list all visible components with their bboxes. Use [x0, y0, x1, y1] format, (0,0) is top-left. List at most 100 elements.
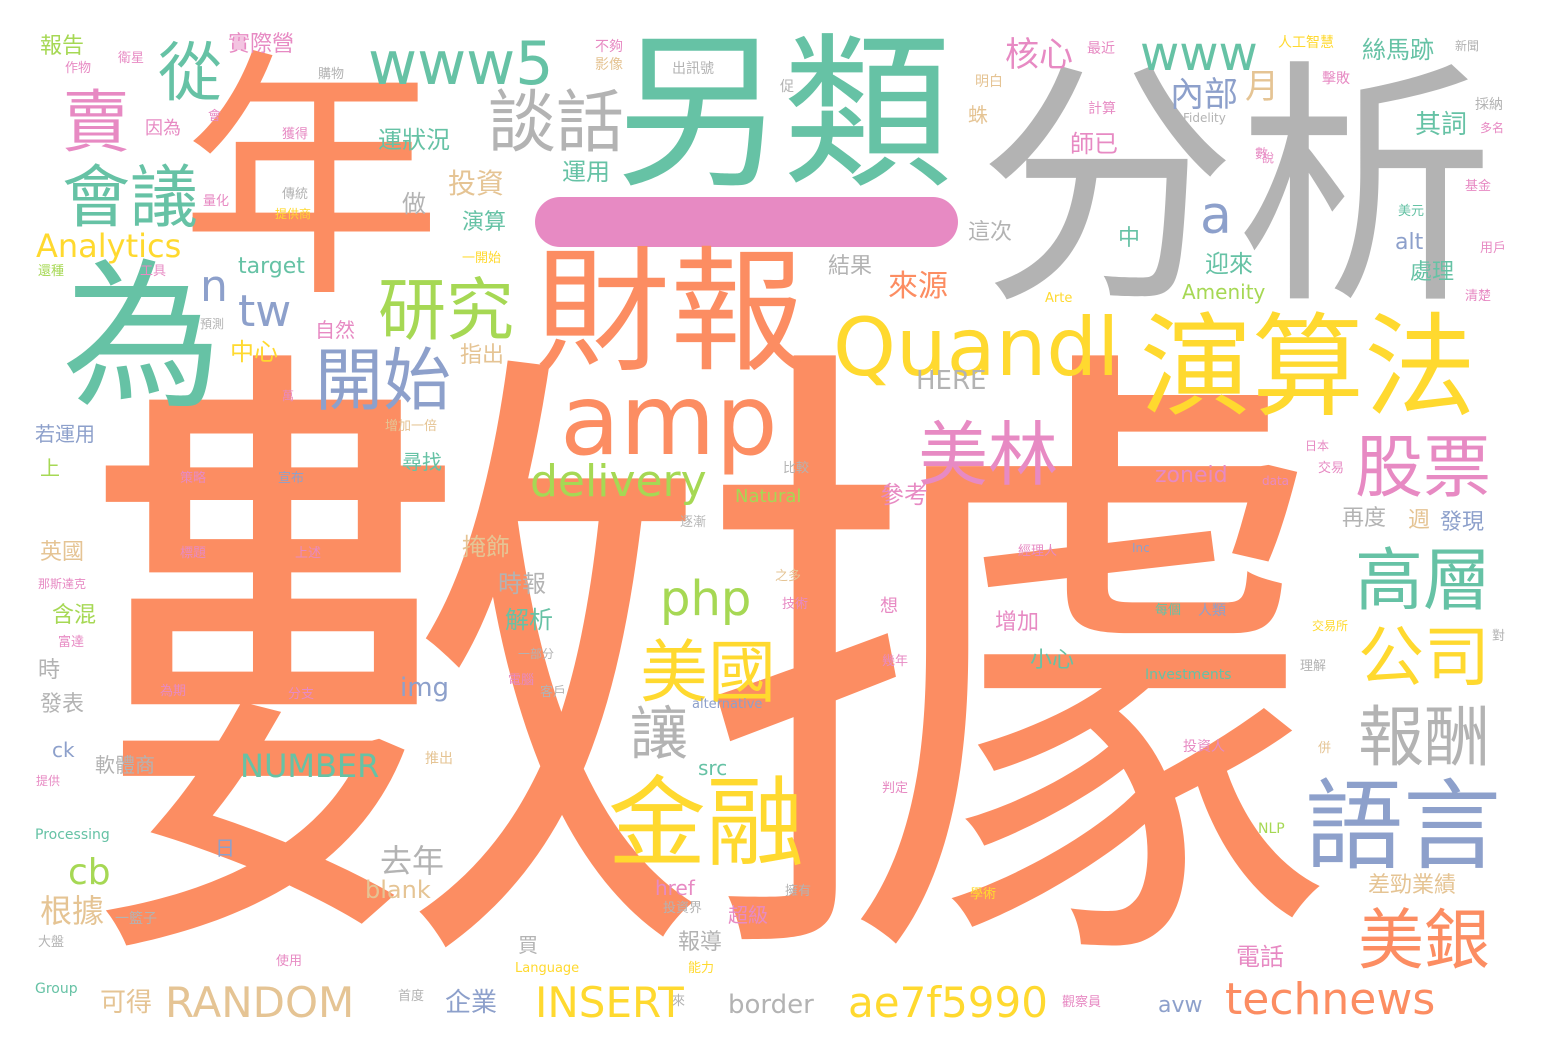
word: 一籃子	[115, 911, 157, 927]
word: 影像	[595, 57, 623, 73]
word: 策略	[180, 471, 207, 486]
word: alternative	[692, 697, 763, 712]
word: 客戶	[540, 685, 567, 700]
word: 推出	[425, 751, 453, 767]
word: 從	[158, 37, 222, 111]
word: 想	[880, 596, 898, 617]
word: 擁有	[785, 884, 812, 899]
word: 去年	[380, 842, 445, 880]
word: 美國	[640, 634, 777, 713]
word: img	[400, 673, 450, 703]
word: 投資	[448, 167, 505, 200]
word: 為期	[160, 684, 187, 699]
word: Investments	[1145, 667, 1232, 683]
word: 做	[402, 190, 426, 218]
word: 首度	[398, 989, 425, 1004]
word: 為	[62, 244, 223, 431]
word: 使用	[276, 954, 303, 969]
word: 讓	[630, 700, 689, 768]
word: 結果	[828, 254, 873, 279]
word: Arte	[1045, 291, 1073, 306]
word: 理解	[1300, 659, 1327, 674]
word: ae7f5990	[848, 978, 1048, 1027]
word: src	[698, 756, 728, 780]
word: Quandl	[833, 301, 1120, 394]
word: 中	[1118, 226, 1141, 251]
word: 之多	[775, 569, 802, 584]
word: 美銀	[1358, 902, 1490, 979]
word: 這次	[968, 220, 1013, 245]
word: 擊敗	[1322, 71, 1350, 87]
word: 清楚	[1465, 289, 1492, 304]
word: Fidelity	[1183, 111, 1226, 125]
word: 掩飾	[462, 533, 510, 561]
word: 那斯達克	[38, 577, 87, 591]
word: 比較	[783, 461, 810, 476]
word: 交易	[1318, 461, 1345, 476]
word: 含混	[52, 603, 97, 628]
word: 美林	[918, 414, 1058, 496]
word: 絲馬跡	[1362, 36, 1434, 64]
word: 若運用	[35, 422, 95, 446]
word: blank	[365, 876, 431, 904]
word: 提供商	[275, 207, 312, 221]
word: 核心	[1005, 35, 1073, 75]
word: 差勁業績	[1368, 873, 1457, 898]
word: 日	[215, 836, 235, 860]
word: 電腦	[508, 673, 535, 688]
word: 多名	[1480, 121, 1505, 135]
word: 指出	[460, 343, 505, 368]
word: 投資人	[1183, 739, 1225, 755]
word: 量化	[203, 194, 230, 209]
word: 企業	[445, 988, 498, 1018]
word: 運用	[562, 158, 610, 186]
word: 不夠	[595, 39, 623, 55]
word: a	[1200, 186, 1232, 246]
word: data	[1262, 474, 1290, 488]
word: 最近	[1087, 41, 1115, 57]
word: n	[200, 261, 228, 312]
word: 來	[672, 994, 686, 1009]
word: 尋找	[402, 450, 442, 474]
word: 新聞	[1455, 39, 1480, 53]
word: 說	[1262, 151, 1275, 165]
word: ck	[52, 738, 75, 762]
word: 來源	[888, 269, 948, 304]
word: 學術	[970, 887, 997, 902]
word: border	[728, 990, 814, 1020]
word: INSERT	[535, 978, 684, 1027]
word: 研究	[378, 272, 515, 351]
word: 上述	[295, 546, 322, 561]
word: HERE	[916, 366, 987, 396]
word: 小心	[1030, 648, 1075, 673]
word: 買	[518, 933, 538, 957]
word: 提供	[36, 774, 61, 788]
word: 報告	[40, 34, 85, 59]
word: 月	[1245, 67, 1279, 107]
word: 內部	[1170, 75, 1238, 115]
cloud-bar-shape	[535, 197, 958, 247]
word: Inc	[1132, 541, 1150, 555]
word: 公司	[1358, 619, 1490, 696]
word: 報導	[678, 930, 723, 955]
word: 財報	[535, 234, 805, 391]
word: NLP	[1258, 821, 1285, 837]
word: 實際營	[228, 32, 295, 57]
word: 交易所	[1312, 619, 1349, 633]
word: 分支	[288, 687, 315, 702]
word: 超級	[728, 903, 768, 927]
word: 因為	[145, 118, 181, 139]
word: avw	[1158, 993, 1203, 1018]
word: 運狀況	[378, 126, 450, 154]
word: 可得	[100, 988, 153, 1018]
word: 報酬	[1358, 699, 1490, 776]
word: 上	[40, 456, 60, 480]
word: 一開始	[462, 251, 502, 266]
word: 發表	[40, 692, 85, 717]
word: 明白	[975, 74, 1003, 90]
word: 宣布	[278, 471, 305, 486]
word: 技術	[782, 597, 809, 612]
word: Processing	[35, 827, 110, 843]
word: 中心	[230, 338, 278, 366]
word: 每個	[1155, 603, 1182, 618]
